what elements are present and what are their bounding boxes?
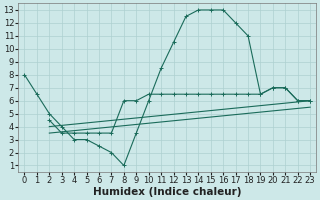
X-axis label: Humidex (Indice chaleur): Humidex (Indice chaleur)	[93, 187, 242, 197]
